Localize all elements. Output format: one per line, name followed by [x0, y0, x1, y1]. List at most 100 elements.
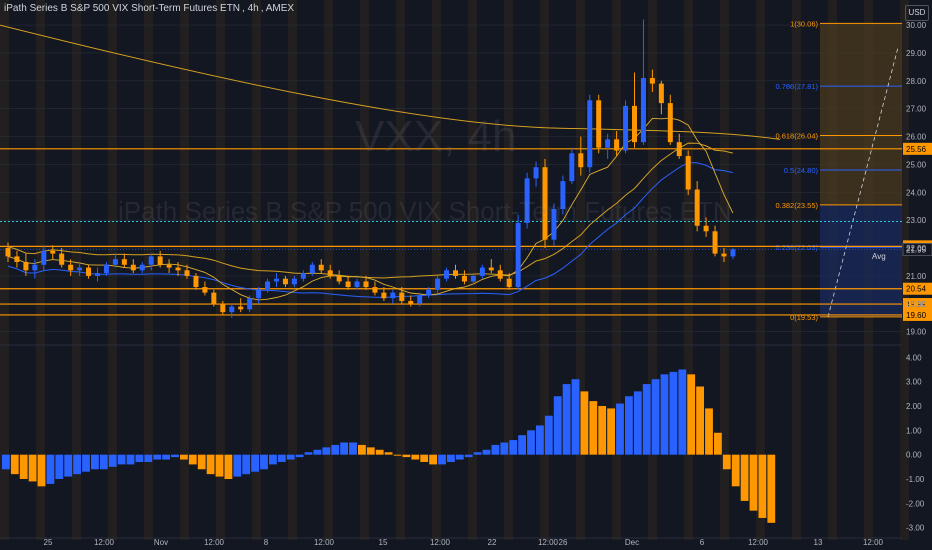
time-tick-label: 8: [264, 538, 269, 547]
session-stripe: [360, 0, 369, 540]
histogram-bar: [206, 454, 215, 475]
histogram-bar: [473, 452, 482, 455]
candle-body: [291, 278, 297, 285]
candle-body: [184, 270, 190, 276]
symbol-header[interactable]: iPath Series B S&P 500 VIX Short-Term Fu…: [4, 3, 295, 14]
candle-body: [363, 281, 369, 288]
time-tick-label: 12:00: [314, 538, 335, 547]
histogram-bar: [82, 454, 90, 472]
histogram-bar: [544, 415, 553, 455]
histogram-bar: [55, 454, 64, 480]
histogram-bar: [625, 396, 633, 455]
timeframe[interactable]: 4h: [247, 3, 259, 14]
candle-body: [336, 275, 342, 282]
candle-body: [5, 248, 11, 257]
price-level-badge: [903, 142, 932, 155]
candle-body: [193, 275, 199, 288]
time-tick-label: 12:00: [538, 538, 559, 547]
candle-body: [256, 289, 262, 299]
last-price-label: 21.95: [906, 245, 927, 254]
session-stripe: [540, 0, 549, 540]
histogram-bar: [455, 454, 464, 460]
histogram-bar: [269, 454, 277, 465]
osc-tick-label: 4.00: [906, 353, 922, 362]
time-tick-label: 12:00: [94, 538, 115, 547]
candle-body: [444, 270, 450, 279]
histogram-bar: [197, 454, 206, 470]
price-tick-label: 30.00: [906, 21, 927, 30]
histogram-bar: [340, 442, 348, 455]
histogram-bar: [171, 454, 179, 458]
histogram-bar: [482, 449, 491, 455]
candle-body: [703, 225, 709, 232]
session-stripe: [720, 0, 729, 540]
histogram-bar: [607, 408, 615, 455]
histogram-bar: [224, 454, 233, 480]
histogram-bar: [705, 408, 713, 455]
histogram-bar: [215, 454, 224, 477]
candle-body: [632, 105, 637, 143]
candle-body: [596, 100, 602, 148]
candle-body: [640, 78, 646, 143]
candle-body: [381, 292, 387, 299]
session-stripe: [396, 0, 405, 540]
candle-body: [50, 250, 56, 254]
histogram-bar: [331, 444, 340, 455]
session-stripe: [180, 0, 189, 540]
time-tick-label: 13: [814, 538, 823, 547]
candle-body: [282, 278, 288, 285]
histogram-bar: [536, 425, 544, 455]
candle-body: [479, 267, 485, 276]
candle-body: [157, 256, 163, 265]
candle-body: [605, 139, 611, 148]
price-tick-label: 24.00: [906, 188, 927, 197]
session-stripe: [36, 0, 45, 540]
session-stripe: [324, 0, 333, 540]
session-stripe: [648, 0, 657, 540]
candle-body: [229, 306, 235, 313]
fib-zone: [820, 204, 902, 248]
histogram-bar: [126, 454, 135, 465]
currency-button[interactable]: USD: [905, 5, 929, 21]
axes[interactable]: 19.00 20.00 21.00 22.00 23.00 24.00 25.00 26.00…: [0, 21, 927, 547]
candle-body: [300, 273, 306, 279]
histogram-bar: [429, 454, 437, 465]
price-tick-label: 26.00: [906, 133, 927, 142]
candle-body: [408, 300, 414, 304]
histogram-bar: [420, 454, 429, 462]
histogram-bar: [260, 454, 268, 470]
histogram-bar: [46, 454, 55, 484]
time-tick-label: 12:00: [863, 538, 884, 547]
candle-body: [587, 100, 593, 168]
candle-body: [265, 281, 271, 290]
symbol-name[interactable]: iPath Series B S&P 500 VIX Short-Term Fu…: [4, 3, 241, 14]
histogram-bar: [19, 454, 28, 480]
histogram-bar: [598, 405, 607, 455]
session-stripe: [144, 0, 153, 540]
candle-body: [32, 264, 38, 271]
price-level-label: 19.60: [906, 311, 927, 320]
candle-body: [453, 270, 458, 276]
session-stripe: [108, 0, 117, 540]
candle-body: [730, 249, 736, 257]
session-stripe: [756, 0, 765, 540]
long-ma-line: [0, 24, 781, 140]
candle-body: [112, 259, 118, 265]
histogram-bar: [99, 454, 108, 470]
histogram-bar: [375, 449, 384, 455]
ma-band-lower: [7, 162, 734, 299]
candle-body: [274, 278, 279, 282]
candle-body: [515, 222, 521, 288]
fib-retracement[interactable]: 1(30.06) 0.786(27.81) 0.618(26.04) 0.5(24.8…: [775, 19, 902, 322]
candle-body: [68, 264, 74, 271]
histogram-bar: [2, 454, 10, 470]
histogram-bar: [571, 379, 580, 455]
histogram-bar: [767, 454, 776, 523]
osc-tick-label: -3.00: [906, 524, 925, 533]
histogram-bar: [633, 391, 642, 455]
candle-body: [95, 273, 100, 276]
candle-body: [524, 178, 530, 223]
time-tick-label: Dec: [625, 538, 639, 547]
